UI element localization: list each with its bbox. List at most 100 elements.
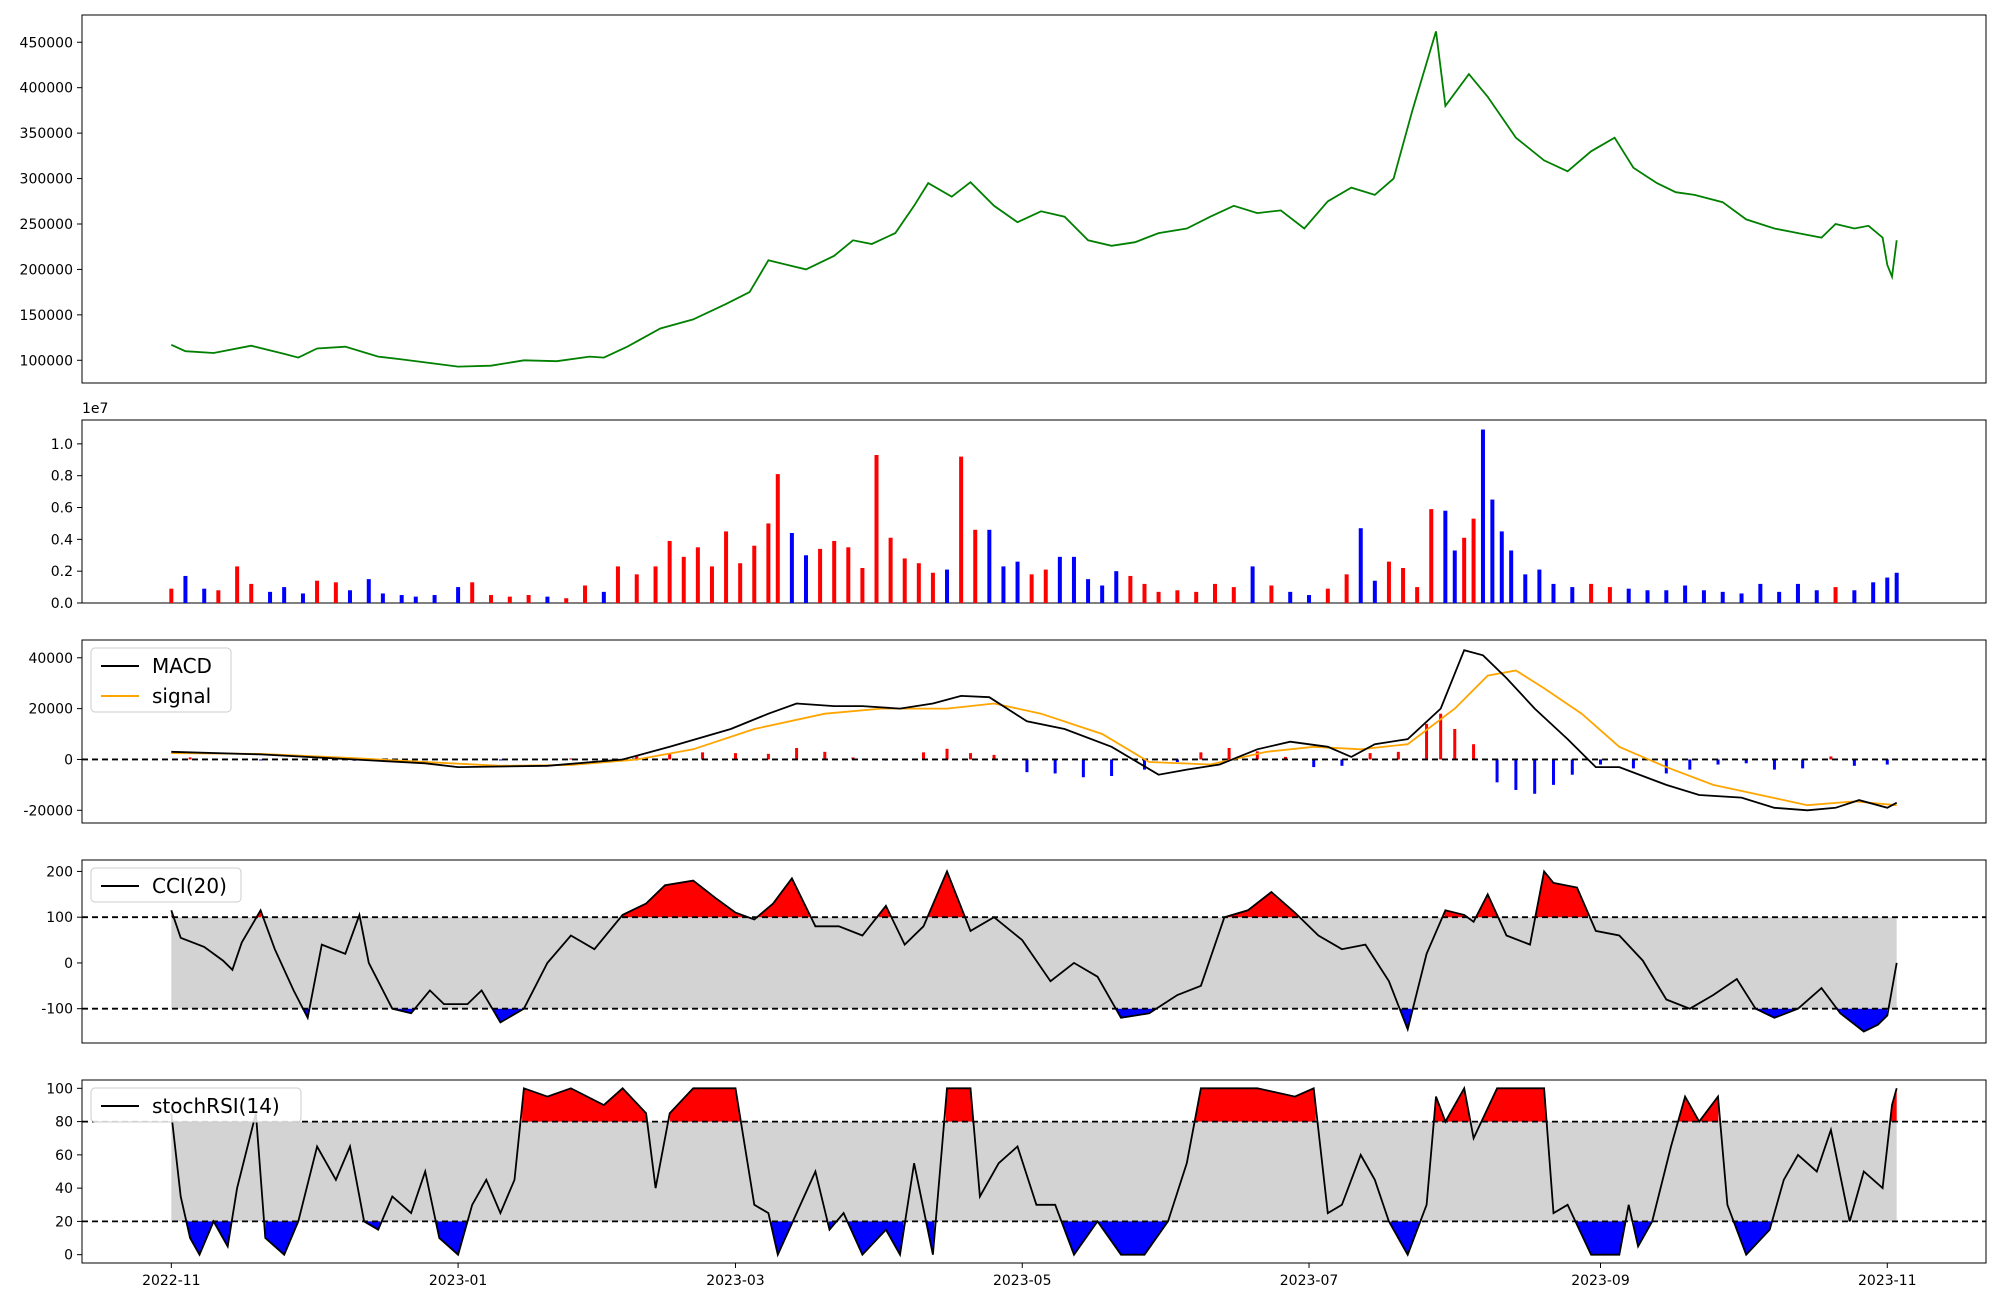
macd-histogram-bar	[1772, 759, 1776, 770]
volume-bar	[1894, 572, 1899, 603]
plot-frame	[81, 859, 1987, 1044]
oversold-fill	[771, 1221, 793, 1252]
macd-histogram-bar	[1801, 759, 1805, 769]
y-tick-label: 250000	[20, 217, 73, 233]
volume-bar	[1001, 566, 1006, 603]
macd-histogram-bar	[1425, 723, 1429, 760]
macd-line	[171, 649, 1898, 812]
macd-histogram-bar	[1598, 759, 1602, 765]
macd-histogram-bar	[1142, 759, 1146, 770]
y-tick-label: 1.0	[51, 437, 73, 453]
volume-bar	[564, 598, 569, 603]
volume-bar	[1739, 593, 1744, 603]
y-tick-label: -20000	[23, 803, 73, 819]
overbought-fill	[945, 1088, 973, 1122]
macd-histogram-bar	[1495, 759, 1499, 783]
overbought-fill	[1482, 1088, 1546, 1122]
plot-frame	[81, 419, 1987, 604]
volume-bar	[583, 585, 588, 603]
y-tick-label: 20	[55, 1214, 73, 1230]
y-tick-label: 80	[55, 1115, 73, 1131]
plot-frame	[81, 639, 1987, 824]
volume-bar	[860, 567, 865, 603]
macd-histogram-bar	[1472, 744, 1476, 760]
y-tick-label: 0.0	[51, 596, 73, 612]
macd-histogram-bar	[1199, 752, 1203, 760]
macd-histogram-bar	[1053, 759, 1057, 774]
volume-bar	[724, 531, 729, 603]
macd-histogram-bar	[766, 753, 770, 760]
macd-histogram-bar	[969, 753, 973, 760]
volume-bar	[216, 590, 221, 603]
volume-bar	[333, 582, 338, 603]
x-tick-label: 2023-11	[1858, 1273, 1917, 1289]
volume-bar	[695, 547, 700, 603]
y-tick-label: 100	[46, 1081, 73, 1097]
volume-bar	[1071, 556, 1076, 603]
macd-histogram-bar	[1885, 759, 1889, 765]
volume-bar	[380, 593, 385, 603]
x-tick-label: 2022-11	[142, 1273, 201, 1289]
macd-histogram-bar	[1110, 759, 1114, 776]
volume-bar	[545, 596, 550, 603]
volume-bar	[775, 474, 780, 603]
legend-box	[90, 867, 242, 903]
macd-panel: -20000 0 20000 40000 MACD signal	[23, 639, 1987, 824]
overbought-fill	[257, 912, 262, 918]
volume-bar	[1537, 569, 1542, 603]
price-panel: 100000 150000 200000 250000 300000 350000 4000…	[20, 14, 1987, 384]
volume-bar	[902, 558, 907, 603]
oversold-fill	[186, 1221, 231, 1254]
x-tick-label: 2023-05	[993, 1273, 1052, 1289]
overbought-fill	[928, 873, 965, 918]
volume-bar	[1523, 574, 1528, 603]
oversold-fill	[1634, 1221, 1652, 1246]
legend-label: signal	[152, 684, 211, 708]
macd-histogram-bar	[733, 753, 737, 760]
y-tick-label: 400000	[20, 81, 73, 97]
volume-bar	[489, 595, 494, 603]
oversold-fill	[1116, 1008, 1155, 1018]
macd-histogram-bar	[569, 758, 573, 760]
y-tick-label: 100000	[20, 353, 73, 369]
volume-bar	[945, 569, 950, 603]
volume-bar	[1462, 537, 1467, 603]
volume-bar	[789, 532, 794, 603]
volume-bar	[874, 455, 879, 603]
overbought-fill	[1195, 1088, 1316, 1122]
oversold-fill	[1576, 1221, 1625, 1255]
macd-histogram-bar	[1227, 748, 1231, 760]
overbought-fill	[1434, 1089, 1470, 1122]
macd-histogram-bar	[823, 751, 827, 760]
volume-bar	[681, 556, 686, 603]
exponent-label: 1e7	[82, 401, 108, 417]
volume-bar	[1429, 509, 1434, 603]
volume-bar	[366, 579, 371, 603]
macd-histogram-bar	[701, 752, 705, 760]
overbought-fill	[1536, 872, 1588, 918]
volume-bar	[1142, 583, 1147, 603]
volume-bar	[526, 595, 531, 603]
volume-bar	[846, 547, 851, 603]
volume-bar	[432, 595, 437, 603]
legend-box	[90, 1087, 302, 1123]
x-tick-label: 2023-09	[1571, 1273, 1630, 1289]
volume-bar	[803, 555, 808, 603]
volume-bar	[601, 591, 606, 603]
volume-bar	[1358, 528, 1363, 603]
volume-bar	[1626, 588, 1631, 603]
volume-bar	[987, 529, 992, 603]
volume-bar	[1452, 550, 1457, 603]
volume-bar	[1885, 577, 1890, 603]
oversold-fill	[848, 1221, 904, 1255]
plot-frame	[81, 1079, 1987, 1264]
volume-bar	[916, 563, 921, 603]
volume-bar	[709, 566, 714, 603]
oversold-fill	[435, 1221, 467, 1254]
volume-bar	[1194, 591, 1199, 603]
volume-bar	[1720, 591, 1725, 603]
macd-histogram-bar	[668, 753, 672, 760]
x-tick-label: 2023-07	[1280, 1273, 1339, 1289]
macd-histogram-bar	[1312, 759, 1316, 768]
overbought-fill	[522, 1088, 647, 1122]
